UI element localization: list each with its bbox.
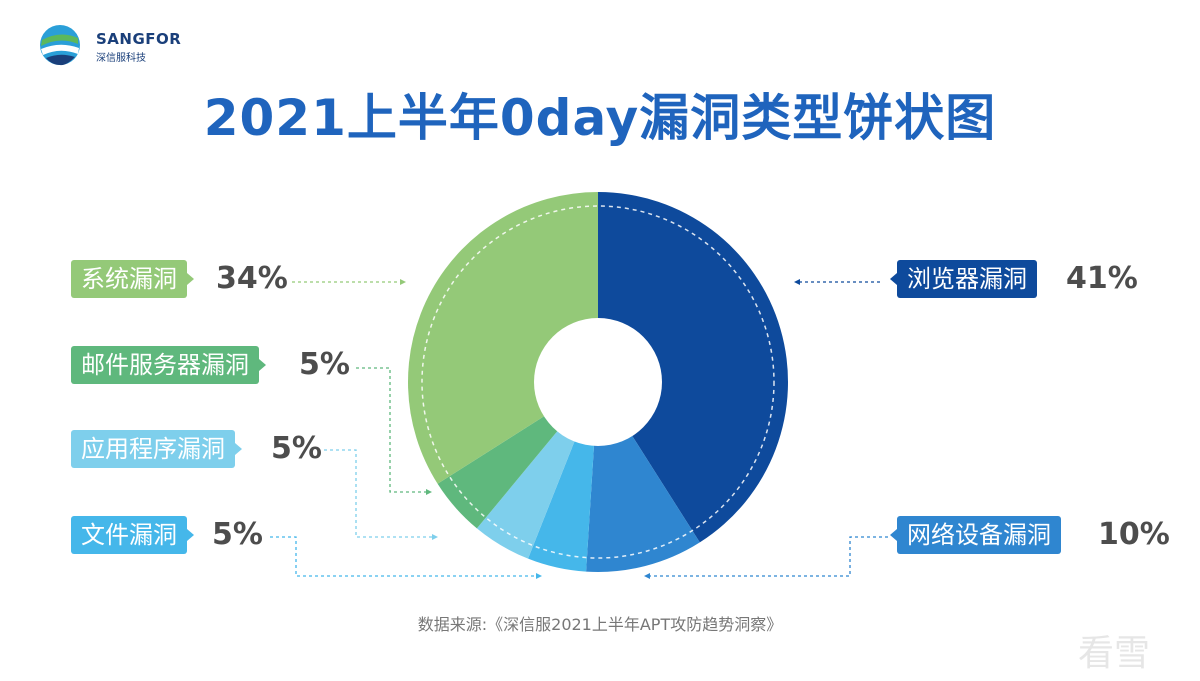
sangfor-logo — [40, 25, 80, 66]
pct-network: 10% — [1098, 517, 1170, 552]
chart-title: 2021上半年0day漏洞类型饼状图 — [203, 89, 997, 147]
leader-line-network — [650, 536, 888, 577]
arrow-app — [432, 534, 438, 540]
label-system: 系统漏洞 — [71, 260, 194, 298]
leader-line-app — [324, 449, 432, 538]
arrow-browser — [794, 279, 800, 285]
pct-app: 5% — [271, 431, 322, 466]
leader-arrows — [400, 279, 800, 579]
donut-hole — [534, 318, 662, 446]
watermark: 看雪 — [1078, 633, 1151, 674]
dashed-ring — [421, 205, 775, 559]
arrow-system — [400, 279, 406, 285]
pct-mail: 5% — [299, 347, 350, 382]
pct-system: 34% — [216, 261, 288, 296]
pct-browser: 41% — [1066, 261, 1138, 296]
leader-line-file — [270, 536, 536, 577]
arrow-file — [536, 573, 542, 579]
label-network: 网络设备漏洞 — [890, 516, 1061, 554]
leader-lines — [270, 281, 888, 577]
brand-name-zh: 深信服科技 — [96, 53, 146, 64]
label-mail: 邮件服务器漏洞 — [71, 346, 266, 384]
sangfor-globe-icon — [40, 25, 80, 66]
arrow-mail — [426, 489, 432, 495]
arrow-network — [644, 573, 650, 579]
data-source: 数据来源:《深信服2021上半年APT攻防趋势洞察》 — [417, 615, 783, 634]
brand-name-en: SANGFOR — [96, 30, 182, 48]
label-file: 文件漏洞 — [71, 516, 194, 554]
label-app: 应用程序漏洞 — [71, 430, 242, 468]
label-browser: 浏览器漏洞 — [890, 260, 1037, 298]
pct-file: 5% — [212, 517, 263, 552]
leader-line-mail — [356, 367, 426, 493]
